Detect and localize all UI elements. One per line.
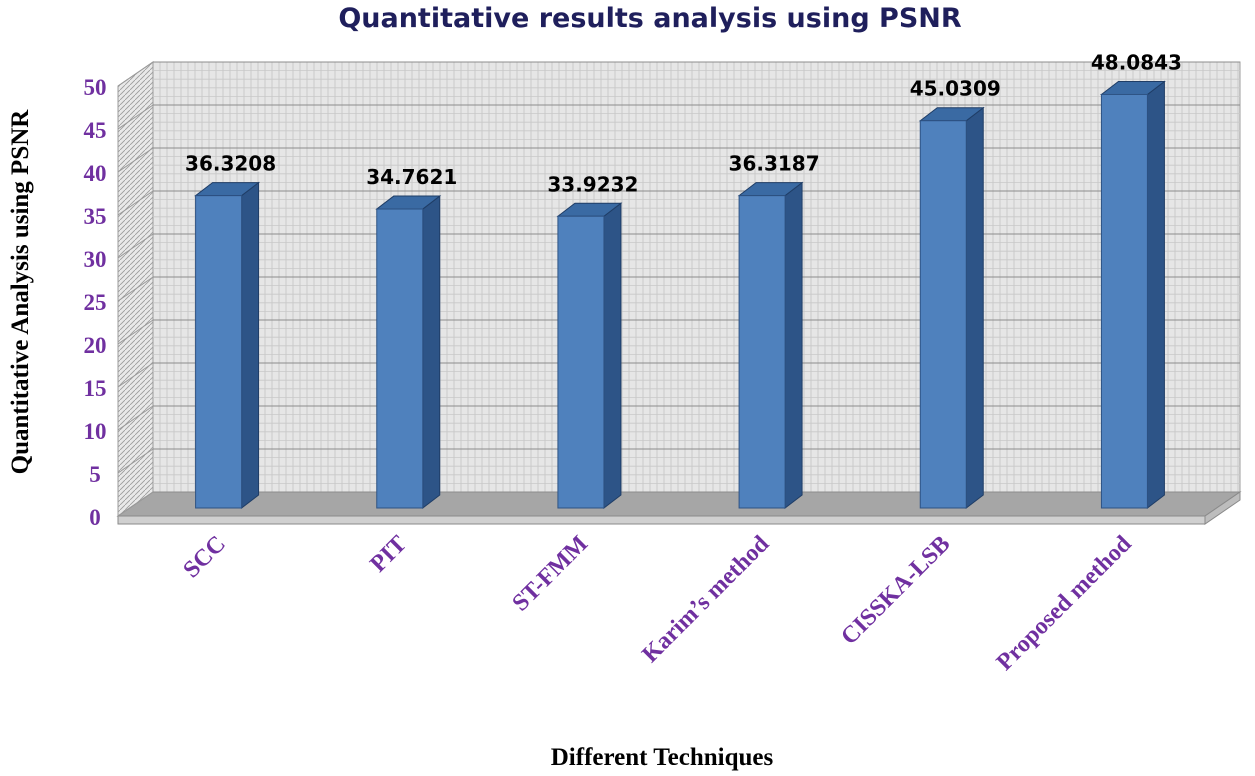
grid-line-side (117, 319, 154, 345)
y-tick-label: 25 (84, 290, 107, 315)
grid-line-side (117, 405, 154, 431)
y-tick-label: 45 (84, 118, 107, 143)
category-label: Karim’s method (637, 530, 774, 667)
bar (737, 181, 804, 510)
grid-line-side (117, 190, 154, 216)
data-label: 33.9232 (547, 172, 638, 196)
bar-front (195, 195, 243, 509)
y-tick-label: 50 (84, 75, 107, 100)
data-label: 48.0843 (1091, 50, 1182, 74)
bar-front (557, 215, 605, 509)
data-label: 45.0309 (910, 77, 1001, 101)
grid-line-side (117, 233, 154, 259)
grid-line-side (117, 61, 154, 87)
grid-line-side (117, 491, 154, 517)
bar (556, 202, 623, 510)
bar-front (919, 120, 967, 509)
chart-title: Quantitative results analysis using PSNR (338, 3, 962, 34)
y-axis-title: Quantitative Analysis using PSNR (7, 109, 34, 475)
grid-line-side (117, 448, 154, 474)
y-tick-label: 5 (89, 462, 101, 487)
x-axis-title: Different Techniques (551, 744, 774, 771)
bar-side (603, 202, 622, 510)
data-labels: 36.3208 34.7621 33.9232 36.3187 45.0309 48.08… (185, 50, 1182, 196)
bars (194, 80, 1166, 510)
y-tick-label: 30 (84, 247, 107, 272)
bar (918, 106, 985, 510)
grid-line-side (117, 104, 154, 130)
y-tick-label: 10 (84, 419, 107, 444)
bar (375, 195, 442, 510)
y-tick-label: 15 (84, 376, 107, 401)
bar-side (784, 181, 803, 510)
category-label: CISSKA-LSB (836, 531, 955, 650)
category-label: Proposed method (992, 530, 1137, 675)
y-tick-label: 0 (89, 505, 101, 530)
category-label: ST-FMM (508, 531, 594, 617)
bar-front (1100, 93, 1148, 509)
y-tick-labels: 0 5 10 15 20 25 30 35 40 45 50 (84, 75, 107, 530)
category-label: PIT (365, 531, 412, 578)
y-tick-label: 20 (84, 333, 107, 358)
bar-side (965, 106, 984, 510)
bar-side (241, 181, 260, 510)
bar-front (376, 208, 424, 509)
category-labels: SCC PIT ST-FMM Karim’s method CISSKA-LSB Prop… (178, 530, 1137, 675)
bar (1099, 80, 1166, 510)
floor-side (1204, 491, 1241, 525)
data-label: 36.3208 (185, 152, 276, 176)
floor-edge (117, 515, 1206, 525)
bar-side (422, 195, 441, 510)
floor (116, 491, 1242, 517)
category-label: SCC (178, 531, 230, 583)
grid-line-side (117, 362, 154, 388)
grid-line-side (117, 147, 154, 173)
data-label: 36.3187 (729, 152, 820, 176)
y-tick-label: 40 (84, 161, 107, 186)
y-tick-label: 35 (84, 204, 107, 229)
grid-line-side (117, 276, 154, 302)
bar-side (1146, 80, 1165, 510)
bar (194, 181, 261, 510)
bar-front (738, 195, 786, 509)
data-label: 34.7621 (366, 165, 457, 189)
